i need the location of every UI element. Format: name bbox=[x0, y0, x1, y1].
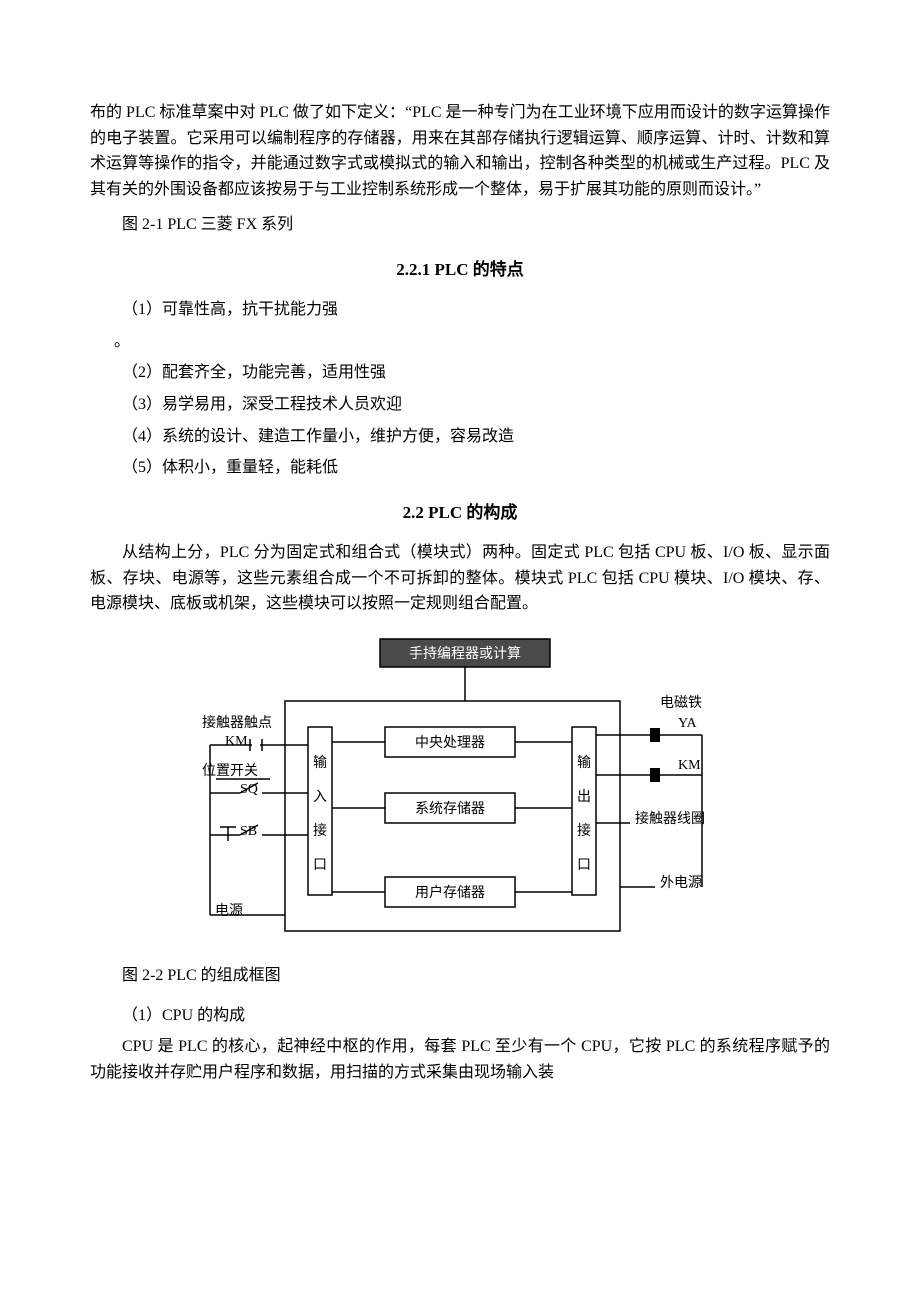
svg-text:输: 输 bbox=[313, 755, 327, 771]
svg-text:系统存储器: 系统存储器 bbox=[415, 801, 485, 817]
svg-text:用户存储器: 用户存储器 bbox=[415, 884, 485, 901]
diagram-svg: 手持编程器或计算输入接口 输出接口 中央处理器系统存储器用户存储器 接触器触点 KM 位置… bbox=[180, 635, 740, 945]
svg-text:接: 接 bbox=[577, 822, 591, 839]
svg-text:YA: YA bbox=[678, 716, 698, 731]
figure-caption-1: 图 2-1 PLC 三菱 FX 系列 bbox=[90, 212, 830, 238]
svg-text:手持编程器或计算: 手持编程器或计算 bbox=[409, 646, 521, 662]
document-page: 布的 PLC 标准草案中对 PLC 做了如下定义：“PLC 是一种专门为在工业环… bbox=[90, 100, 830, 1086]
structure-paragraph: 从结构上分，PLC 分为固定式和组合式（模块式）两种。固定式 PLC 包括 CP… bbox=[90, 540, 830, 617]
svg-text:电源: 电源 bbox=[215, 903, 243, 919]
feature-5: （5）体积小，重量轻，能耗低 bbox=[90, 455, 830, 481]
figure-caption-2: 图 2-2 PLC 的组成框图 bbox=[90, 963, 830, 989]
cpu-paragraph: CPU 是 PLC 的核心，起神经中枢的作用，每套 PLC 至少有一个 CPU，… bbox=[90, 1034, 830, 1085]
feature-4: （4）系统的设计、建造工作量小，维护方便，容易改造 bbox=[90, 424, 830, 450]
stray-period: 。 bbox=[114, 329, 830, 355]
feature-1: （1）可靠性高，抗干扰能力强 bbox=[90, 297, 830, 323]
svg-text:KM: KM bbox=[225, 734, 248, 749]
plc-block-diagram: 手持编程器或计算输入接口 输出接口 中央处理器系统存储器用户存储器 接触器触点 KM 位置… bbox=[90, 635, 830, 954]
svg-text:中央处理器: 中央处理器 bbox=[415, 735, 485, 751]
svg-text:外电源: 外电源 bbox=[660, 875, 702, 891]
svg-text:接触器触点: 接触器触点 bbox=[202, 714, 272, 731]
svg-text:位置开关: 位置开关 bbox=[202, 763, 258, 779]
svg-text:SB: SB bbox=[240, 824, 257, 839]
intro-paragraph: 布的 PLC 标准草案中对 PLC 做了如下定义：“PLC 是一种专门为在工业环… bbox=[90, 100, 830, 202]
svg-text:出: 出 bbox=[577, 789, 591, 805]
svg-text:SQ: SQ bbox=[240, 782, 258, 797]
svg-text:接: 接 bbox=[313, 822, 327, 839]
feature-2: （2）配套齐全，功能完善，适用性强 bbox=[90, 360, 830, 386]
svg-text:电磁铁: 电磁铁 bbox=[660, 695, 702, 711]
feature-3: （3）易学易用，深受工程技术人员欢迎 bbox=[90, 392, 830, 418]
sub-cpu: （1）CPU 的构成 bbox=[90, 1003, 830, 1029]
heading-structure: 2.2 PLC 的构成 bbox=[90, 499, 830, 526]
svg-text:KM: KM bbox=[678, 758, 701, 773]
svg-text:接触器线圈: 接触器线圈 bbox=[635, 810, 705, 827]
svg-text:口: 口 bbox=[577, 858, 591, 873]
svg-text:口: 口 bbox=[313, 858, 327, 873]
svg-text:入: 入 bbox=[313, 790, 327, 805]
heading-features: 2.2.1 PLC 的特点 bbox=[90, 256, 830, 283]
svg-text:输: 输 bbox=[577, 755, 591, 771]
